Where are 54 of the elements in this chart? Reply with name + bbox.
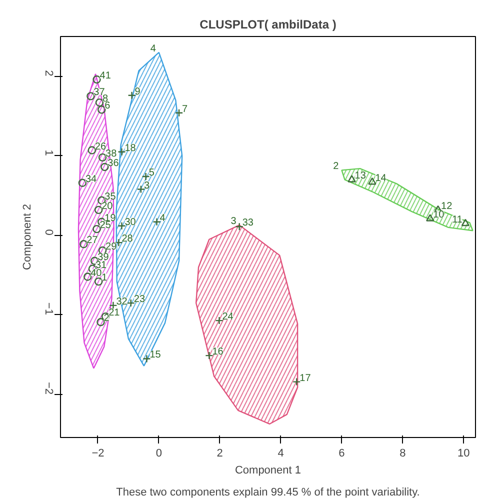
annotation: 2 [104, 313, 110, 324]
annotation: 36 [108, 158, 120, 169]
annotation: 33 [242, 218, 254, 229]
x-tick-label: −2 [92, 448, 104, 460]
annotation: 21 [108, 308, 120, 319]
annotation: 38 [106, 148, 118, 160]
annotation: 18 [124, 142, 136, 154]
annotation: 32 [116, 296, 128, 308]
annotation: 6 [104, 100, 111, 112]
x-axis-title: Component 1 [234, 464, 302, 476]
y-tick-label: −1 [42, 302, 54, 315]
annotation: 30 [124, 216, 136, 228]
annotation: 17 [300, 372, 312, 384]
x-tick-label: 6 [338, 448, 345, 460]
annotation: 4 [160, 212, 166, 224]
annotation: 11 [452, 214, 463, 226]
annotation: 20 [102, 200, 114, 212]
annotation: 1 [102, 272, 108, 284]
annotation: 7 [182, 104, 188, 115]
annotation: 41 [100, 70, 112, 82]
annotation: 28 [122, 234, 134, 245]
annotation: 12 [441, 200, 453, 212]
annotation: 3 [230, 216, 237, 228]
annotation: 29 [106, 242, 118, 253]
annotation: 25 [100, 220, 112, 232]
annotation: 35 [104, 191, 116, 202]
annotation: 15 [150, 350, 162, 361]
y-tick-label: 1 [42, 150, 54, 156]
annotation: 3 [144, 180, 150, 192]
annotation: 2 [333, 161, 340, 172]
annotation: 40 [90, 268, 102, 279]
y-tick-label: 2 [42, 70, 54, 76]
annotation: 10 [433, 210, 445, 221]
annotation: 27 [86, 235, 98, 246]
x-tick-label: 2 [216, 448, 223, 460]
annotation: 26 [94, 141, 106, 152]
chart-title: CLUSPLOT( ambilData ) [200, 18, 336, 32]
x-tick-label: 4 [278, 448, 284, 460]
annotation: 34 [85, 174, 97, 185]
annotation: 5 [148, 168, 155, 179]
annotation: 13 [354, 170, 366, 182]
y-axis-title: Component 2 [22, 204, 34, 270]
annotation: 23 [134, 294, 146, 306]
annotation: 9 [134, 86, 141, 98]
y-tick-label: −2 [42, 382, 54, 395]
y-tick-label: 0 [42, 229, 54, 236]
annotation: 16 [212, 346, 224, 358]
text: These two components explain 99.45 % of the point variability. [116, 486, 420, 498]
annotation: 14 [375, 173, 387, 184]
annotation: 4 [150, 43, 156, 54]
x-tick-label: 0 [156, 448, 162, 460]
x-tick-label: 10 [458, 448, 470, 460]
x-tick-label: 8 [400, 448, 406, 460]
annotation: 24 [222, 312, 234, 323]
